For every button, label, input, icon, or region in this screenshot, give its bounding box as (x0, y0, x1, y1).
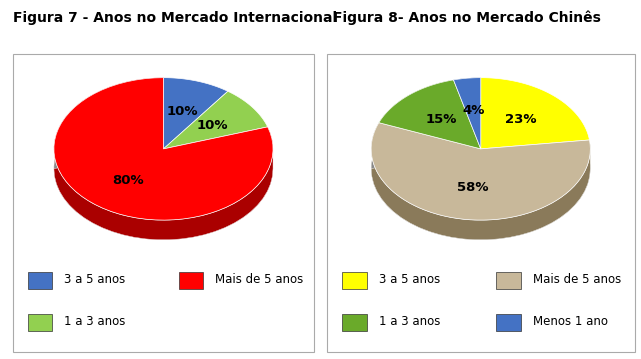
Ellipse shape (371, 97, 590, 240)
Text: 3 a 5 anos: 3 a 5 anos (379, 274, 440, 286)
Bar (178, 272, 203, 289)
Polygon shape (379, 80, 481, 149)
Bar (496, 272, 520, 289)
Text: 80%: 80% (112, 174, 144, 187)
Text: 10%: 10% (197, 119, 228, 132)
Text: Figura 7 - Anos no Mercado Internacional: Figura 7 - Anos no Mercado Internacional (13, 11, 337, 25)
Text: 58%: 58% (458, 181, 489, 194)
Text: Menos 1 ano: Menos 1 ano (533, 316, 608, 328)
Text: 3 a 5 anos: 3 a 5 anos (64, 274, 125, 286)
Polygon shape (379, 80, 453, 143)
Bar (496, 314, 520, 331)
Polygon shape (54, 78, 273, 240)
Polygon shape (453, 78, 481, 99)
Text: 10%: 10% (166, 105, 198, 118)
Bar (28, 272, 52, 289)
Polygon shape (54, 149, 273, 240)
Text: Mais de 5 anos: Mais de 5 anos (533, 274, 621, 286)
Polygon shape (371, 149, 590, 240)
Polygon shape (163, 91, 268, 149)
Polygon shape (163, 78, 228, 149)
Text: 15%: 15% (425, 113, 456, 126)
Polygon shape (54, 78, 273, 220)
Text: Figura 8- Anos no Mercado Chinês: Figura 8- Anos no Mercado Chinês (333, 11, 601, 25)
Text: 1 a 3 anos: 1 a 3 anos (379, 316, 440, 328)
Text: 1 a 3 anos: 1 a 3 anos (64, 316, 126, 328)
Bar (342, 314, 367, 331)
Text: 23%: 23% (505, 113, 537, 126)
Bar (28, 314, 52, 331)
Polygon shape (371, 123, 590, 240)
Text: 4%: 4% (462, 103, 485, 117)
Ellipse shape (54, 97, 273, 240)
Polygon shape (481, 78, 590, 149)
Polygon shape (371, 123, 590, 220)
Text: Mais de 5 anos: Mais de 5 anos (215, 274, 303, 286)
Polygon shape (453, 78, 481, 149)
Bar (342, 272, 367, 289)
